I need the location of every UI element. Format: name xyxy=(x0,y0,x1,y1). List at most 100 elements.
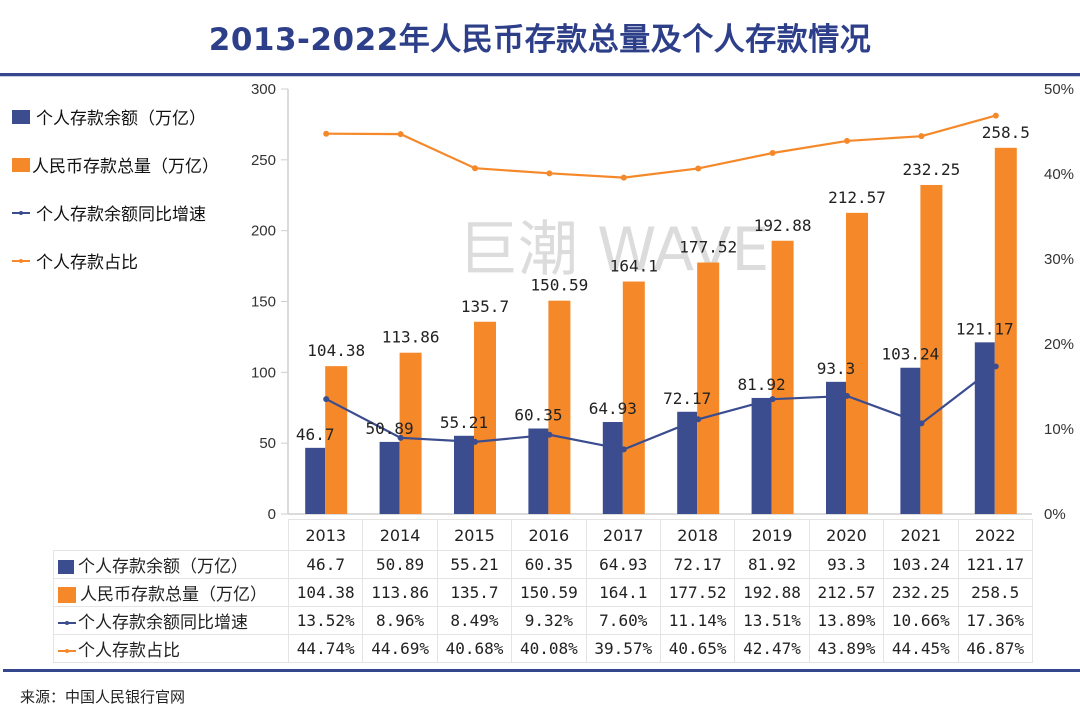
table-row-label-text: 个人存款余额（万亿） xyxy=(78,557,248,577)
data-label-personal-deposit: 72.17 xyxy=(663,389,711,408)
table-row-label-text: 人民币存款总量（万亿） xyxy=(80,585,267,605)
line-growth-rate-marker xyxy=(918,420,925,427)
table-cell: 104.38 xyxy=(287,578,364,607)
bar-personal-deposit xyxy=(751,397,772,514)
table-header-year: 2018 xyxy=(659,519,736,551)
table-cell: 44.74% xyxy=(287,634,364,663)
table-header-row: 2013 2014 2015 2016 2017 2018 2019 2020 … xyxy=(53,519,1033,551)
table-header-year: 2022 xyxy=(957,519,1033,551)
table-cell: 72.17 xyxy=(659,550,736,579)
chart-title: 2013-2022年人民币存款总量及个人存款情况 xyxy=(208,22,872,58)
table-cell: 212.57 xyxy=(808,578,885,607)
table-row-label-text: 个人存款占比 xyxy=(78,641,180,661)
line-growth-rate-marker xyxy=(992,363,999,370)
source-note: 来源：中国人民银行官网 xyxy=(20,688,186,706)
right-axis-tick-label: 20% xyxy=(1044,336,1074,353)
left-axis-tick-label: 250 xyxy=(251,152,276,169)
table-cell: 46.87% xyxy=(957,634,1033,663)
line-share-marker xyxy=(918,133,925,140)
table-cell: 10.66% xyxy=(883,606,959,635)
bar-total-deposit xyxy=(771,240,794,514)
bar-total-deposit xyxy=(846,212,868,514)
line-growth-rate-marker xyxy=(695,416,702,423)
legend-swatch-line-orange-icon xyxy=(12,254,30,268)
left-axis-tick-label: 0 xyxy=(268,506,276,523)
table-cell: 258.5 xyxy=(957,578,1033,607)
bar-personal-deposit xyxy=(900,367,921,514)
bar-total-deposit xyxy=(548,300,571,514)
table-swatch-line-navy-icon xyxy=(58,616,76,630)
legend-item-share: 个人存款占比 xyxy=(12,248,138,273)
table-row-personal-deposit: 个人存款余额（万亿） 46.7 50.89 55.21 60.35 64.93 … xyxy=(53,550,1033,579)
data-label-total-deposit: 177.52 xyxy=(679,238,737,257)
line-share-marker xyxy=(769,150,776,157)
legend-item-total-deposit: 人民币存款总量（万亿） xyxy=(12,152,219,177)
table-cell: 9.32% xyxy=(511,606,587,635)
legend-swatch-bar-orange-icon xyxy=(12,157,30,172)
data-label-personal-deposit: 64.93 xyxy=(589,399,637,418)
table-cell: 40.68% xyxy=(436,634,513,663)
bar-total-deposit xyxy=(325,366,348,514)
data-label-personal-deposit: 81.92 xyxy=(738,375,786,394)
table-cell: 43.89% xyxy=(808,634,885,663)
line-share xyxy=(326,114,997,179)
bar-personal-deposit xyxy=(305,447,326,514)
left-axis-tick-label: 150 xyxy=(251,294,276,311)
table-cell: 64.93 xyxy=(585,550,661,579)
line-growth-rate-marker xyxy=(397,434,404,441)
line-share-marker xyxy=(844,137,850,144)
table-row-label: 个人存款余额同比增速 xyxy=(53,606,289,635)
data-label-personal-deposit: 121.17 xyxy=(956,319,1014,338)
table-cell: 40.08% xyxy=(511,634,587,663)
data-label-personal-deposit: 103.24 xyxy=(882,345,940,364)
right-axis-tick-label: 30% xyxy=(1044,251,1074,268)
bar-personal-deposit xyxy=(677,411,698,514)
table-cell: 46.7 xyxy=(287,550,364,579)
data-label-total-deposit: 113.86 xyxy=(382,328,440,347)
left-axis-tick-label: 200 xyxy=(251,223,276,240)
right-axis-tick-label: 40% xyxy=(1044,166,1074,183)
line-share-marker xyxy=(397,131,404,138)
data-label-total-deposit: 164.1 xyxy=(610,257,658,276)
left-axis-tick-label: 300 xyxy=(251,81,276,98)
bar-total-deposit xyxy=(474,321,496,514)
table-header-year: 2019 xyxy=(734,519,810,551)
table-cell: 81.92 xyxy=(734,550,810,579)
table-cell: 103.24 xyxy=(883,550,959,579)
table-cell: 232.25 xyxy=(883,578,959,607)
lines xyxy=(323,112,999,453)
legend-swatch-bar-navy-icon xyxy=(12,109,30,124)
table-header-year: 2013 xyxy=(287,519,364,551)
table-cell: 42.47% xyxy=(734,634,810,663)
bars xyxy=(305,147,1017,514)
table-cell: 44.69% xyxy=(362,634,438,663)
table-cell: 7.60% xyxy=(585,606,661,635)
right-axis-tick-label: 0% xyxy=(1044,506,1066,523)
legend-swatch-line-navy-icon xyxy=(12,206,30,220)
data-label-personal-deposit: 55.21 xyxy=(440,413,488,432)
table-swatch-bar-orange-icon xyxy=(58,587,76,603)
table-cell: 50.89 xyxy=(362,550,438,579)
legend-item-growth-rate: 个人存款余额同比增速 xyxy=(12,200,206,225)
table-cell: 13.51% xyxy=(734,606,810,635)
line-growth-rate-marker xyxy=(620,446,627,453)
table-row-share: 个人存款占比 44.74% 44.69% 40.68% 40.08% 39.57… xyxy=(53,634,1033,663)
line-growth-rate xyxy=(325,365,997,451)
data-label-total-deposit: 232.25 xyxy=(903,160,961,179)
right-axis-tick-label: 10% xyxy=(1044,421,1074,438)
table-swatch-line-orange-icon xyxy=(58,644,76,658)
table-cell: 44.45% xyxy=(883,634,959,663)
table-cell: 40.65% xyxy=(659,634,736,663)
bar-personal-deposit xyxy=(528,428,549,514)
bar-personal-deposit xyxy=(826,381,846,514)
bar-total-deposit xyxy=(622,281,645,514)
table-cell: 121.17 xyxy=(957,550,1033,579)
table-cell: 164.1 xyxy=(585,578,661,607)
table-cell: 192.88 xyxy=(734,578,810,607)
line-growth-rate-marker xyxy=(472,438,478,445)
table-cell: 93.3 xyxy=(808,550,885,579)
data-label-personal-deposit: 46.7 xyxy=(296,425,335,444)
left-axis-tick-label: 50 xyxy=(259,435,276,452)
line-share-marker xyxy=(472,165,478,172)
